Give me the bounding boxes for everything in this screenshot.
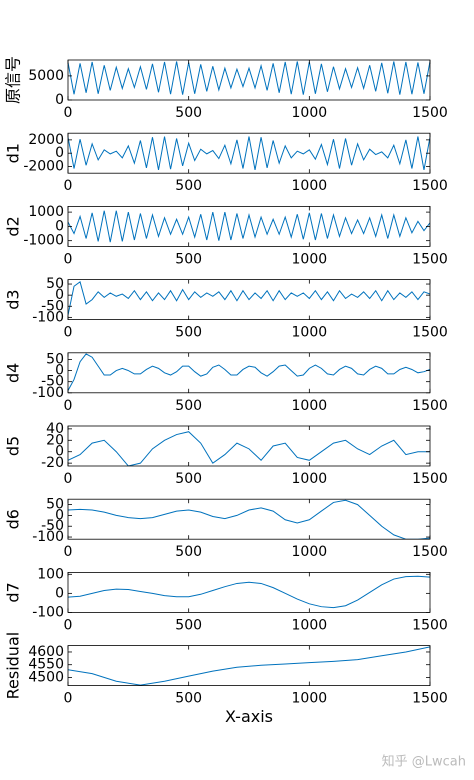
y-tick-label: -1000 (23, 233, 64, 249)
x-tick-label: 500 (175, 471, 202, 487)
x-tick-label: 500 (175, 325, 202, 341)
y-tick-label: -100 (32, 309, 64, 325)
y-tick-label: -50 (41, 298, 64, 314)
x-axis-label: X-axis (225, 707, 273, 726)
y-tick-label: 0 (55, 145, 64, 161)
y-tick-label: -50 (41, 374, 64, 390)
x-tick-label: 500 (175, 398, 202, 414)
x-tick-label: 0 (64, 617, 73, 633)
x-tick-label: 1500 (412, 105, 448, 121)
y-tick-label: 40 (46, 421, 64, 437)
signal-line (68, 353, 430, 391)
y-tick-label: -100 (32, 529, 64, 545)
x-tick-label: 1000 (292, 544, 328, 560)
y-tick-label: 4550 (28, 657, 64, 673)
y-tick-label: 5000 (28, 68, 64, 84)
x-tick-label: 1500 (412, 398, 448, 414)
x-tick-label: 1000 (292, 471, 328, 487)
x-tick-label: 0 (64, 251, 73, 267)
x-tick-label: 0 (64, 471, 73, 487)
y-axis-label: d2 (4, 216, 23, 236)
x-tick-label: 0 (64, 398, 73, 414)
x-tick-label: 1000 (292, 325, 328, 341)
x-tick-label: 1000 (292, 398, 328, 414)
y-tick-label: 100 (37, 566, 64, 582)
y-tick-label: -2000 (23, 159, 64, 175)
x-tick-label: 0 (64, 325, 73, 341)
y-tick-label: 0 (55, 363, 64, 379)
x-tick-label: 500 (175, 544, 202, 560)
y-axis-label: d5 (4, 436, 23, 456)
x-tick-label: 1500 (412, 251, 448, 267)
y-tick-label: 0 (55, 92, 64, 108)
y-tick-label: 50 (46, 497, 64, 513)
y-tick-label: 2000 (28, 132, 64, 148)
y-axis-label: d6 (4, 509, 23, 529)
y-tick-label: -20 (41, 455, 64, 471)
x-tick-label: 1000 (292, 178, 328, 194)
signal-line (68, 431, 430, 466)
signal-line (68, 61, 430, 95)
x-tick-label: 1500 (412, 691, 448, 707)
signal-line (68, 646, 430, 686)
signal-line (68, 210, 430, 243)
y-tick-label: 0 (55, 287, 64, 303)
watermark: 知乎 @Lwcah (382, 754, 466, 770)
y-tick-label: 20 (46, 432, 64, 448)
x-tick-label: 1500 (412, 325, 448, 341)
x-tick-label: 500 (175, 251, 202, 267)
y-axis-label: d4 (4, 363, 23, 383)
x-tick-label: 1000 (292, 691, 328, 707)
axes-box (67, 645, 431, 686)
x-tick-label: 0 (64, 178, 73, 194)
x-tick-label: 1500 (412, 544, 448, 560)
x-tick-label: 1500 (412, 471, 448, 487)
axes-box (67, 59, 431, 101)
x-tick-label: 1000 (292, 251, 328, 267)
y-axis-label: Residual (4, 632, 23, 700)
y-tick-label: 50 (46, 276, 64, 292)
y-tick-label: 0 (55, 218, 64, 234)
x-tick-label: 1500 (412, 178, 448, 194)
y-axis-label: 原信号 (4, 56, 23, 104)
x-tick-label: 500 (175, 178, 202, 194)
y-tick-label: 0 (55, 507, 64, 523)
signal-line (68, 575, 430, 609)
y-tick-label: -50 (41, 518, 64, 534)
y-tick-label: 1000 (28, 204, 64, 220)
signal-line (68, 499, 430, 540)
x-tick-label: 0 (64, 544, 73, 560)
x-tick-label: 500 (175, 105, 202, 121)
x-tick-label: 1000 (292, 105, 328, 121)
axes-box (67, 279, 431, 321)
y-tick-label: 0 (55, 444, 64, 460)
axes-box (67, 425, 431, 467)
y-axis-label: d7 (4, 582, 23, 602)
y-tick-label: 4500 (28, 669, 64, 685)
axes-box (67, 498, 431, 540)
x-tick-label: 0 (64, 691, 73, 707)
axes-box (67, 572, 431, 613)
y-axis-label: d1 (4, 143, 23, 163)
x-tick-label: 0 (64, 105, 73, 121)
x-tick-label: 1500 (412, 617, 448, 633)
y-tick-label: 0 (55, 585, 64, 601)
y-tick-label: -100 (32, 385, 64, 401)
signal-line (68, 280, 430, 316)
y-tick-label: 4600 (28, 644, 64, 660)
x-tick-label: 1000 (292, 617, 328, 633)
x-tick-label: 500 (175, 691, 202, 707)
signal-line (68, 136, 430, 170)
axes-box (67, 352, 431, 394)
y-tick-label: 50 (46, 351, 64, 367)
x-tick-label: 500 (175, 617, 202, 633)
y-tick-label: -100 (32, 604, 64, 620)
y-axis-label: d3 (4, 289, 23, 309)
